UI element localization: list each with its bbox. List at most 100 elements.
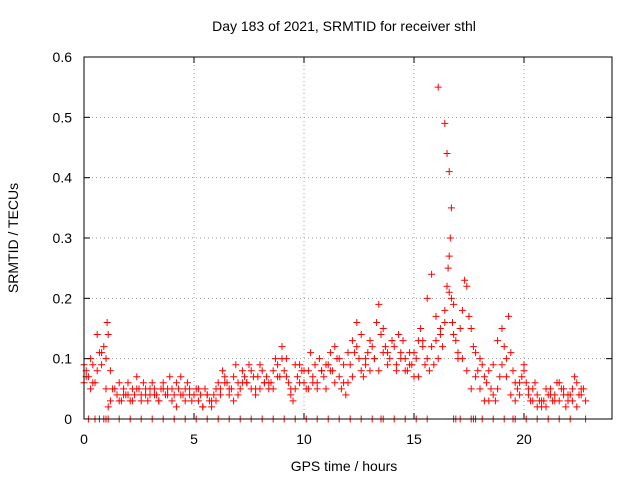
- data-point: [444, 264, 452, 272]
- data-point: [309, 379, 317, 387]
- data-point: [555, 379, 563, 387]
- y-tick-label: 0.1: [53, 351, 73, 367]
- data-point: [560, 385, 568, 393]
- data-point: [362, 361, 370, 369]
- data-point: [103, 318, 111, 326]
- data-point: [287, 385, 295, 393]
- data-point: [326, 349, 334, 357]
- y-tick-label: 0: [64, 411, 72, 427]
- data-point: [120, 385, 128, 393]
- data-point: [410, 349, 418, 357]
- data-point: [111, 385, 119, 393]
- x-tick-label: 20: [516, 431, 532, 447]
- data-point: [93, 367, 101, 375]
- data-point: [524, 391, 532, 399]
- data-point: [392, 361, 400, 369]
- x-tick-label: 15: [406, 431, 422, 447]
- data-point: [269, 367, 277, 375]
- data-point: [463, 282, 471, 290]
- data-point: [230, 397, 238, 405]
- data-point: [568, 397, 576, 405]
- data-point: [494, 385, 502, 393]
- y-axis-label: SRMTID / TECUs: [5, 183, 21, 293]
- data-point: [419, 343, 427, 351]
- data-point: [243, 379, 251, 387]
- data-point: [159, 379, 167, 387]
- data-point: [412, 355, 420, 363]
- data-point: [234, 391, 242, 399]
- data-point: [289, 397, 297, 405]
- data-point: [384, 361, 392, 369]
- data-point: [322, 385, 330, 393]
- data-point: [370, 355, 378, 363]
- data-point: [247, 367, 255, 375]
- data-point: [458, 355, 466, 363]
- data-point: [263, 373, 271, 381]
- data-point: [137, 397, 145, 405]
- data-point: [421, 361, 429, 369]
- data-point: [93, 331, 101, 339]
- data-point: [542, 385, 550, 393]
- data-point: [210, 391, 218, 399]
- data-points: [80, 83, 590, 423]
- data-point: [439, 343, 447, 351]
- data-point: [172, 403, 180, 411]
- data-point: [106, 367, 114, 375]
- data-point: [344, 349, 352, 357]
- data-point: [104, 403, 112, 411]
- data-point: [355, 355, 363, 363]
- data-point: [186, 385, 194, 393]
- data-point: [577, 391, 585, 399]
- data-point: [282, 373, 290, 381]
- data-point: [144, 397, 152, 405]
- data-point: [214, 379, 222, 387]
- data-point: [489, 391, 497, 399]
- data-point: [331, 343, 339, 351]
- data-point: [232, 361, 240, 369]
- data-point: [216, 391, 224, 399]
- data-point: [573, 403, 581, 411]
- data-point: [538, 397, 546, 405]
- data-point: [322, 361, 330, 369]
- data-point: [531, 379, 539, 387]
- data-point: [450, 331, 458, 339]
- data-point: [197, 391, 205, 399]
- data-point: [443, 150, 451, 158]
- data-point: [133, 385, 141, 393]
- data-point: [238, 367, 246, 375]
- y-tick-label: 0.3: [53, 230, 73, 246]
- data-point: [190, 391, 198, 399]
- data-point: [326, 367, 334, 375]
- data-point: [357, 331, 365, 339]
- data-point: [256, 361, 264, 369]
- data-point: [375, 300, 383, 308]
- data-point: [320, 373, 328, 381]
- data-point: [278, 355, 286, 363]
- data-point: [150, 391, 158, 399]
- data-point: [524, 385, 532, 393]
- data-point: [551, 397, 559, 405]
- data-point: [381, 343, 389, 351]
- data-point: [293, 373, 301, 381]
- y-tick-label: 0.2: [53, 290, 73, 306]
- data-point: [225, 385, 233, 393]
- data-point: [533, 403, 541, 411]
- data-point: [274, 361, 282, 369]
- data-point: [131, 391, 139, 399]
- data-point: [498, 361, 506, 369]
- data-point: [458, 306, 466, 314]
- data-point: [432, 312, 440, 320]
- data-point: [386, 355, 394, 363]
- data-point: [254, 373, 262, 381]
- data-point: [436, 325, 444, 332]
- data-point: [476, 355, 484, 363]
- data-point: [128, 397, 136, 405]
- data-point: [507, 349, 515, 357]
- data-point: [291, 361, 299, 369]
- data-point: [219, 367, 227, 375]
- data-point: [500, 343, 508, 351]
- data-point: [496, 373, 504, 381]
- data-point: [502, 355, 510, 363]
- data-point: [489, 361, 497, 369]
- data-point: [168, 397, 176, 405]
